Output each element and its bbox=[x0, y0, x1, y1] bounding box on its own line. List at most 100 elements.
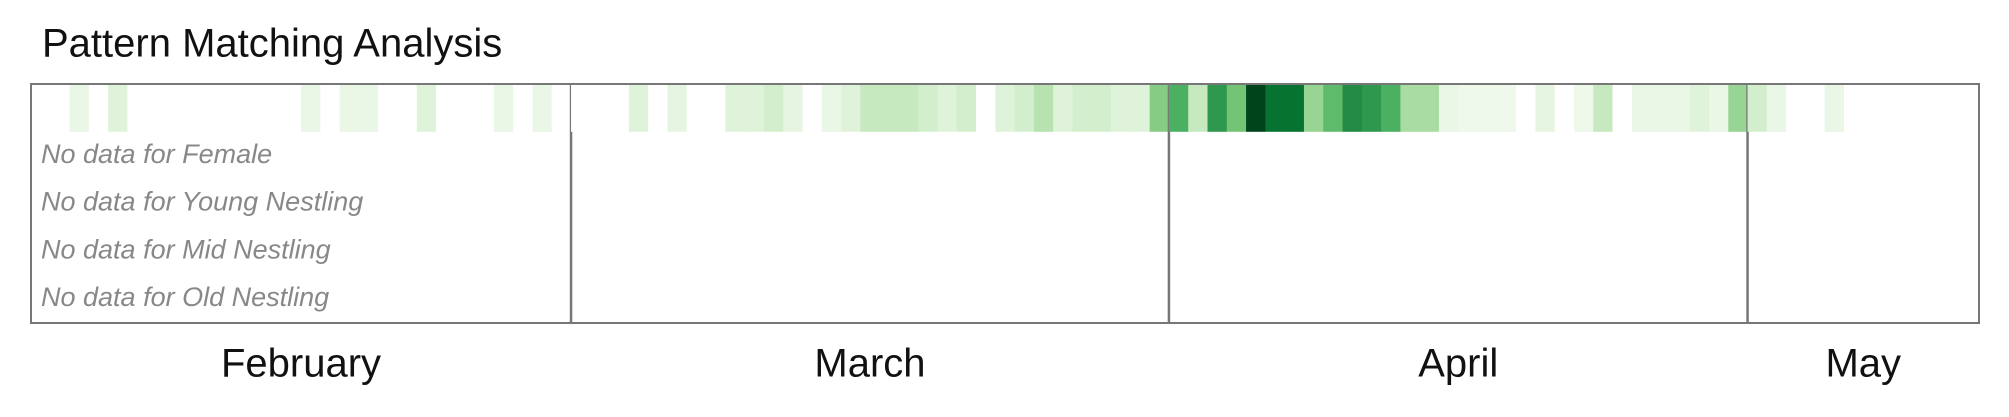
heat-cell bbox=[590, 85, 611, 132]
heat-cell bbox=[1573, 85, 1594, 132]
heat-cell bbox=[763, 85, 784, 132]
heat-cell bbox=[1438, 85, 1459, 132]
heat-cell bbox=[146, 85, 167, 132]
heat-cell bbox=[706, 85, 726, 132]
heat-cell bbox=[1766, 85, 1787, 132]
heat-cell bbox=[879, 85, 900, 132]
heat-cell bbox=[1631, 85, 1652, 132]
heat-cell bbox=[1207, 85, 1228, 132]
heat-cell bbox=[1284, 85, 1305, 132]
heat-cell bbox=[609, 85, 630, 132]
heat-cell bbox=[1535, 85, 1556, 132]
heat-cell bbox=[281, 85, 302, 132]
heat-cell bbox=[455, 85, 476, 132]
heat-cell bbox=[397, 85, 418, 132]
heat-cell bbox=[1246, 85, 1266, 132]
heat-cell bbox=[1072, 85, 1093, 132]
heat-cell bbox=[1053, 85, 1073, 132]
heat-cell bbox=[1843, 85, 1864, 132]
heat-cell bbox=[1863, 85, 1883, 132]
row-label: No data for Mid Nestling bbox=[41, 234, 331, 264]
heat-cell bbox=[1921, 85, 1941, 132]
heat-cell bbox=[88, 85, 109, 132]
heat-cell bbox=[648, 85, 668, 132]
heat-cell bbox=[1381, 85, 1401, 132]
month-label: April bbox=[1418, 342, 1498, 386]
heat-cell bbox=[1149, 85, 1170, 132]
heat-cell bbox=[841, 85, 861, 132]
heat-cell bbox=[1670, 85, 1691, 132]
heat-cell bbox=[1130, 85, 1151, 132]
heat-cell bbox=[1612, 85, 1633, 132]
heat-cell bbox=[223, 85, 244, 132]
chart-title: Pattern Matching Analysis bbox=[42, 22, 502, 66]
heat-cell bbox=[1689, 85, 1710, 132]
heat-cell bbox=[493, 85, 514, 132]
heat-cell bbox=[802, 85, 823, 132]
heat-cell bbox=[1786, 85, 1806, 132]
heat-cell bbox=[1033, 85, 1054, 132]
heat-cell bbox=[320, 85, 340, 132]
row-label: No data for Old Nestling bbox=[41, 282, 329, 312]
heat-cell bbox=[1226, 85, 1247, 132]
heat-cell bbox=[898, 85, 919, 132]
heat-cell bbox=[1477, 85, 1498, 132]
heat-cell bbox=[1014, 85, 1035, 132]
heat-cell bbox=[301, 85, 321, 132]
heat-cell bbox=[1188, 85, 1208, 132]
heat-cell bbox=[262, 85, 283, 132]
heat-cell bbox=[1168, 85, 1189, 132]
heat-cell bbox=[1323, 85, 1343, 132]
heat-cell bbox=[166, 85, 186, 132]
heat-cell bbox=[821, 85, 842, 132]
heat-cell bbox=[513, 85, 533, 132]
frame bbox=[30, 83, 1980, 324]
heat-cell bbox=[1400, 85, 1421, 132]
heat-cell bbox=[918, 85, 938, 132]
heat-cell bbox=[1959, 85, 1980, 132]
heat-cell bbox=[783, 85, 803, 132]
heat-cell bbox=[551, 85, 572, 132]
heat-cell bbox=[860, 85, 881, 132]
heat-cell bbox=[744, 85, 765, 132]
heat-cell bbox=[667, 85, 688, 132]
heat-cell bbox=[1342, 85, 1363, 132]
month-label: February bbox=[221, 342, 381, 386]
heat-cell bbox=[956, 85, 977, 132]
heat-cell bbox=[1496, 85, 1517, 132]
heat-cell bbox=[1458, 85, 1478, 132]
heat-cell bbox=[1111, 85, 1131, 132]
heat-cell bbox=[1824, 85, 1845, 132]
heat-cell bbox=[1265, 85, 1286, 132]
heat-cell bbox=[474, 85, 495, 132]
heat-cell bbox=[1554, 85, 1575, 132]
heat-cell bbox=[436, 85, 456, 132]
heat-cell bbox=[1593, 85, 1613, 132]
heat-cell bbox=[1708, 85, 1729, 132]
row-label: No data for Young Nestling bbox=[41, 187, 363, 217]
heat-cell bbox=[127, 85, 148, 132]
heat-cell bbox=[937, 85, 958, 132]
heat-cell bbox=[995, 85, 1016, 132]
row-label: No data for Female bbox=[41, 139, 272, 169]
heat-cell bbox=[1728, 85, 1748, 132]
heat-cell bbox=[1805, 85, 1826, 132]
heat-cell bbox=[571, 85, 591, 132]
heat-cell bbox=[1091, 85, 1112, 132]
heat-cell bbox=[108, 85, 128, 132]
heat-cell bbox=[1303, 85, 1324, 132]
heat-cell bbox=[1940, 85, 1961, 132]
heat-cell bbox=[1419, 85, 1440, 132]
heat-cell bbox=[50, 85, 70, 132]
heat-cell bbox=[31, 85, 51, 132]
heat-cell bbox=[1882, 85, 1903, 132]
month-label: May bbox=[1825, 342, 1901, 386]
heat-cell bbox=[725, 85, 746, 132]
heat-cell bbox=[185, 85, 205, 132]
heat-cell bbox=[628, 85, 649, 132]
heat-cell bbox=[339, 85, 360, 132]
heat-cell bbox=[358, 85, 379, 132]
heat-cell bbox=[243, 85, 263, 132]
